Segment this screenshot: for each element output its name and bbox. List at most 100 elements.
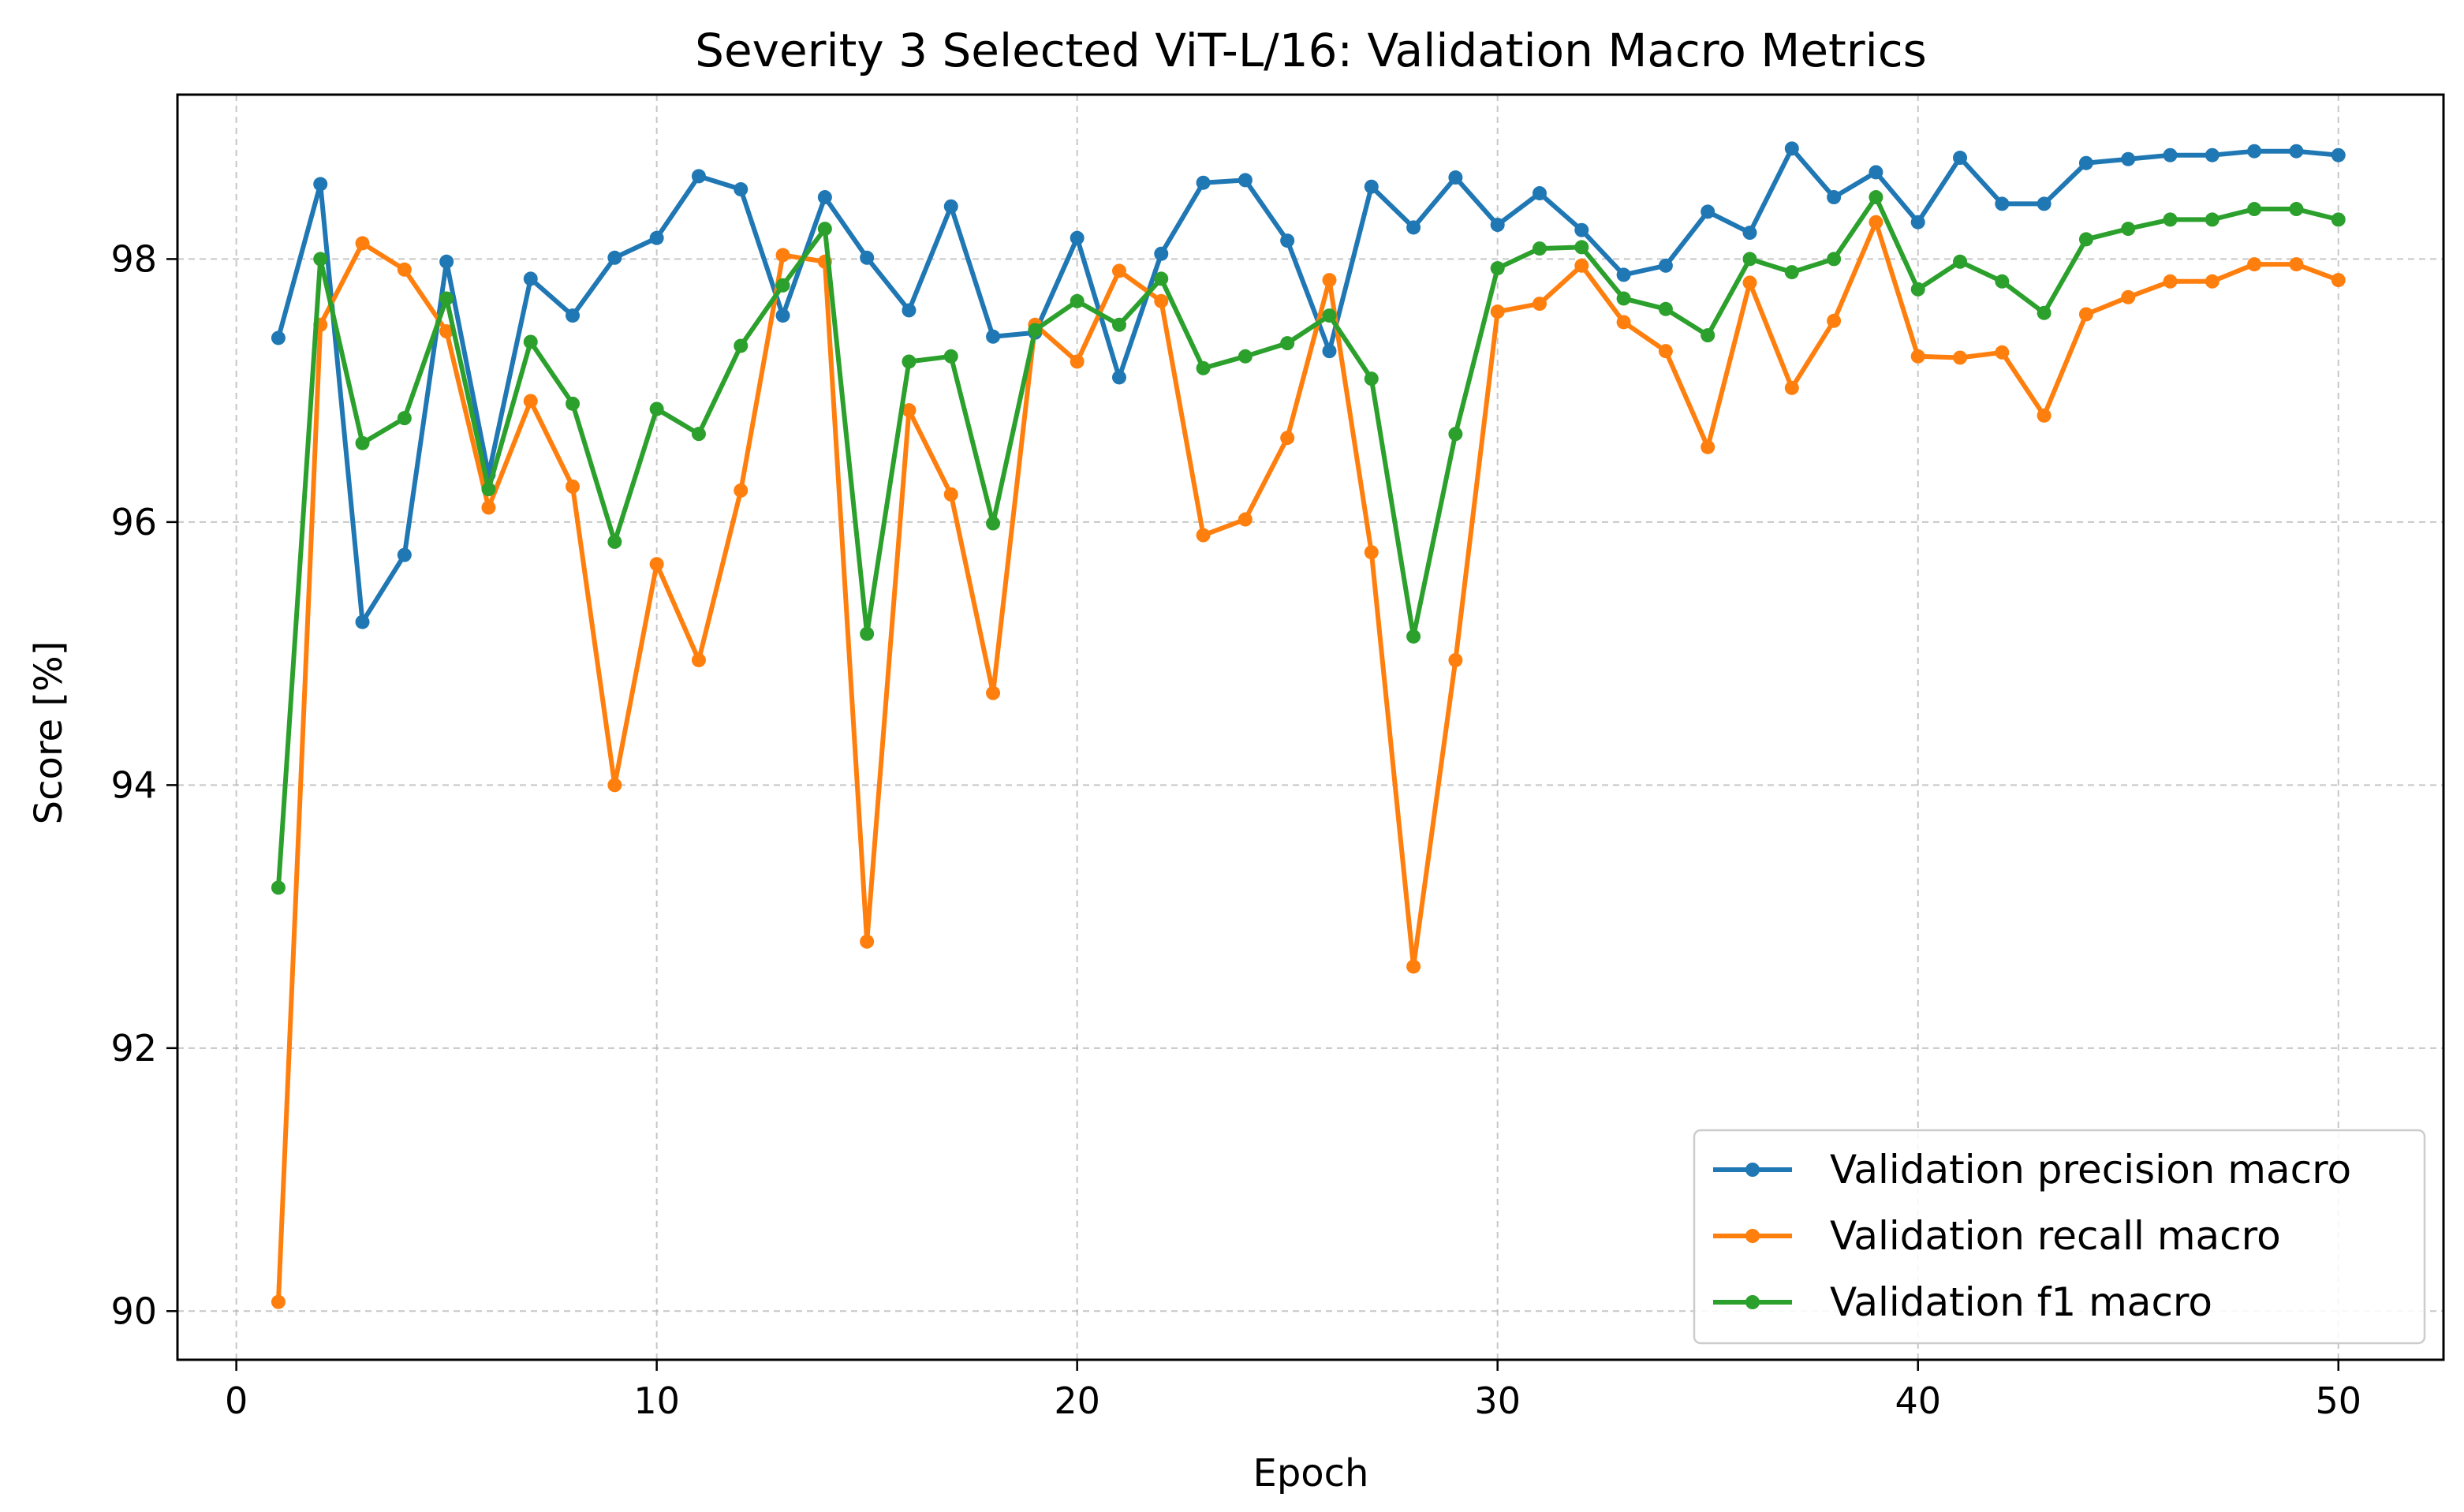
data-point (355, 614, 370, 629)
data-point (1490, 218, 1505, 233)
data-point (2205, 147, 2219, 162)
data-point (1953, 254, 1968, 269)
data-point (2078, 155, 2093, 170)
data-point (1658, 258, 1673, 273)
data-point (2289, 202, 2304, 217)
data-point (355, 435, 370, 450)
x-tick-label: 50 (2315, 1379, 2361, 1422)
data-point (566, 308, 581, 323)
legend-label: Validation recall macro (1830, 1213, 2281, 1259)
data-point (1784, 380, 1799, 395)
data-point (2331, 147, 2346, 162)
data-point (607, 778, 622, 793)
data-point (1827, 252, 1842, 267)
data-point (1322, 344, 1337, 359)
data-point (523, 334, 538, 349)
data-point (943, 199, 958, 214)
data-point (2078, 307, 2093, 322)
y-tick-label: 98 (110, 237, 157, 280)
data-point (607, 534, 622, 549)
data-point (775, 278, 790, 293)
data-point (902, 303, 917, 318)
data-point (523, 271, 538, 286)
data-point (1070, 293, 1085, 308)
data-point (1280, 233, 1295, 248)
data-point (775, 308, 790, 323)
data-point (1532, 241, 1547, 256)
data-point (1111, 317, 1126, 332)
data-point (2247, 257, 2262, 272)
data-point (817, 222, 832, 237)
data-point (2289, 144, 2304, 159)
data-point (1280, 431, 1295, 446)
data-point (1364, 179, 1379, 194)
data-point (1406, 959, 1421, 974)
data-point (734, 182, 749, 197)
data-point (2205, 212, 2219, 227)
data-point (1910, 215, 1925, 230)
data-point (1532, 297, 1547, 312)
data-point (1322, 308, 1337, 323)
data-point (1953, 350, 1968, 365)
legend-marker (1745, 1229, 1760, 1243)
data-point (1869, 215, 1883, 230)
data-point (2331, 273, 2346, 288)
data-point (734, 338, 749, 353)
data-point (2037, 196, 2051, 211)
y-tick-label: 92 (110, 1027, 157, 1070)
data-point (902, 354, 917, 369)
data-point (1995, 345, 2010, 360)
data-point (1322, 273, 1337, 288)
x-tick-label: 20 (1054, 1379, 1100, 1422)
data-point (2163, 212, 2178, 227)
data-point (397, 547, 412, 562)
data-point (439, 291, 454, 306)
data-point (1154, 271, 1169, 286)
data-point (397, 411, 412, 426)
data-point (566, 396, 581, 411)
data-point (1238, 512, 1253, 527)
data-point (1196, 175, 1211, 190)
data-point (271, 880, 286, 895)
data-point (1238, 173, 1253, 188)
data-point (986, 685, 1001, 700)
data-point (271, 330, 286, 345)
data-point (1364, 371, 1379, 386)
data-point (1953, 151, 1968, 166)
data-point (1658, 344, 1673, 359)
x-tick-label: 0 (225, 1379, 248, 1422)
data-point (439, 254, 454, 269)
y-axis-label: Score [%] (27, 641, 71, 825)
axis-ticks: 0 10 20 30 40 50 90 92 94 96 98 (110, 237, 2361, 1422)
y-tick-label: 90 (110, 1290, 157, 1332)
data-point (2037, 305, 2051, 320)
x-axis-label: Epoch (1253, 1451, 1369, 1495)
data-point (691, 652, 706, 667)
data-point (1111, 263, 1126, 278)
legend: Validation precision macro Validation rec… (1693, 1129, 2426, 1345)
data-point (691, 427, 706, 442)
data-point (1574, 258, 1589, 273)
data-point (1280, 336, 1295, 351)
data-point (439, 324, 454, 339)
data-point (649, 230, 664, 245)
y-tick-label: 96 (110, 501, 157, 543)
data-point (649, 401, 664, 416)
data-point (1869, 190, 1883, 205)
data-point (313, 252, 328, 267)
data-point (2331, 212, 2346, 227)
data-point (1238, 349, 1253, 364)
legend-box (1693, 1129, 2426, 1345)
data-point (523, 394, 538, 409)
data-point (817, 190, 832, 205)
data-point (1995, 196, 2010, 211)
data-point (775, 248, 790, 263)
data-point (2247, 144, 2262, 159)
x-tick-label: 40 (1895, 1379, 1941, 1422)
series-line (275, 195, 2341, 890)
data-point (1448, 170, 1463, 185)
data-point (1154, 293, 1169, 308)
data-point (2205, 274, 2219, 289)
data-point (566, 479, 581, 494)
data-point (1196, 360, 1211, 375)
